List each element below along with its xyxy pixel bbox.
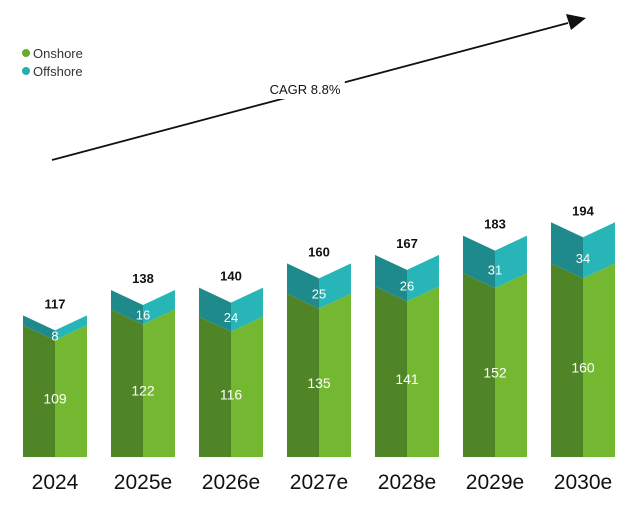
legend-swatch-offshore <box>22 67 30 75</box>
bar-offshore-right-2029e <box>495 235 527 289</box>
label-total-2029e: 183 <box>484 217 506 232</box>
category-label-2025e: 2025e <box>114 471 172 494</box>
label-total-2030e: 194 <box>572 203 594 218</box>
bar-onshore-left-2025e <box>111 309 143 457</box>
legend-swatch-onshore <box>22 49 30 57</box>
category-label-2024: 2024 <box>32 471 79 494</box>
bar-onshore-right-2024 <box>55 325 87 457</box>
label-onshore-2025e: 122 <box>131 383 155 399</box>
category-label-2026e: 2026e <box>202 471 260 494</box>
cagr-arrow-head <box>566 14 586 30</box>
bar-onshore-right-2029e <box>495 273 527 457</box>
bar-onshore-right-2027e <box>319 293 351 457</box>
bar-onshore-left-2027e <box>287 293 319 457</box>
label-offshore-2029e: 31 <box>488 262 502 277</box>
label-offshore-2024: 8 <box>51 328 58 343</box>
category-label-2027e: 2027e <box>290 471 348 494</box>
bar-offshore-right-2025e <box>143 290 175 325</box>
bar-onshore-left-2030e <box>551 263 583 457</box>
bar-offshore-left-2030e <box>551 222 583 279</box>
label-onshore-2029e: 152 <box>483 365 507 381</box>
label-offshore-2025e: 16 <box>136 308 150 323</box>
label-offshore-2028e: 26 <box>400 279 414 294</box>
legend: Onshore Offshore <box>22 44 83 80</box>
category-label-2030e: 2030e <box>554 471 612 494</box>
cagr-annotation: CAGR 8.8% <box>270 82 341 97</box>
bar-offshore-left-2027e <box>287 263 319 309</box>
bar-onshore-left-2024 <box>23 325 55 457</box>
legend-label-offshore: Offshore <box>33 63 83 79</box>
label-offshore-2026e: 24 <box>224 310 238 325</box>
bar-offshore-right-2028e <box>407 254 439 302</box>
bar-offshore-right-2027e <box>319 263 351 309</box>
legend-item-offshore: Offshore <box>22 62 83 80</box>
label-offshore-2030e: 34 <box>576 251 590 266</box>
bar-offshore-right-2030e <box>583 222 615 279</box>
label-total-2024: 117 <box>45 296 66 311</box>
bar-onshore-right-2025e <box>143 309 175 457</box>
label-onshore-2030e: 160 <box>571 360 595 376</box>
label-offshore-2027e: 25 <box>312 287 326 302</box>
label-onshore-2028e: 141 <box>395 371 419 387</box>
bar-offshore-left-2025e <box>111 290 143 325</box>
bar-onshore-left-2029e <box>463 273 495 457</box>
label-total-2028e: 167 <box>396 236 418 251</box>
bar-offshore-left-2026e <box>199 287 231 332</box>
label-total-2025e: 138 <box>132 271 154 286</box>
legend-label-onshore: Onshore <box>33 45 83 61</box>
bar-offshore-right-2024 <box>55 315 87 341</box>
bar-offshore-left-2024 <box>23 315 55 341</box>
bar-onshore-right-2028e <box>407 286 439 457</box>
label-total-2026e: 140 <box>220 269 242 284</box>
legend-item-onshore: Onshore <box>22 44 83 62</box>
label-onshore-2027e: 135 <box>307 375 331 391</box>
bar-offshore-left-2029e <box>463 235 495 289</box>
category-label-2028e: 2028e <box>378 471 436 494</box>
label-onshore-2024: 109 <box>43 391 67 407</box>
bar-offshore-left-2028e <box>375 254 407 302</box>
cagr-annotation-background <box>265 80 345 99</box>
label-total-2027e: 160 <box>308 244 330 259</box>
category-label-2029e: 2029e <box>466 471 524 494</box>
bar-offshore-right-2026e <box>231 287 263 332</box>
bar-onshore-left-2026e <box>199 316 231 457</box>
label-onshore-2026e: 116 <box>220 386 243 402</box>
bar-onshore-right-2030e <box>583 263 615 457</box>
bar-onshore-right-2026e <box>231 316 263 457</box>
bar-onshore-left-2028e <box>375 286 407 457</box>
